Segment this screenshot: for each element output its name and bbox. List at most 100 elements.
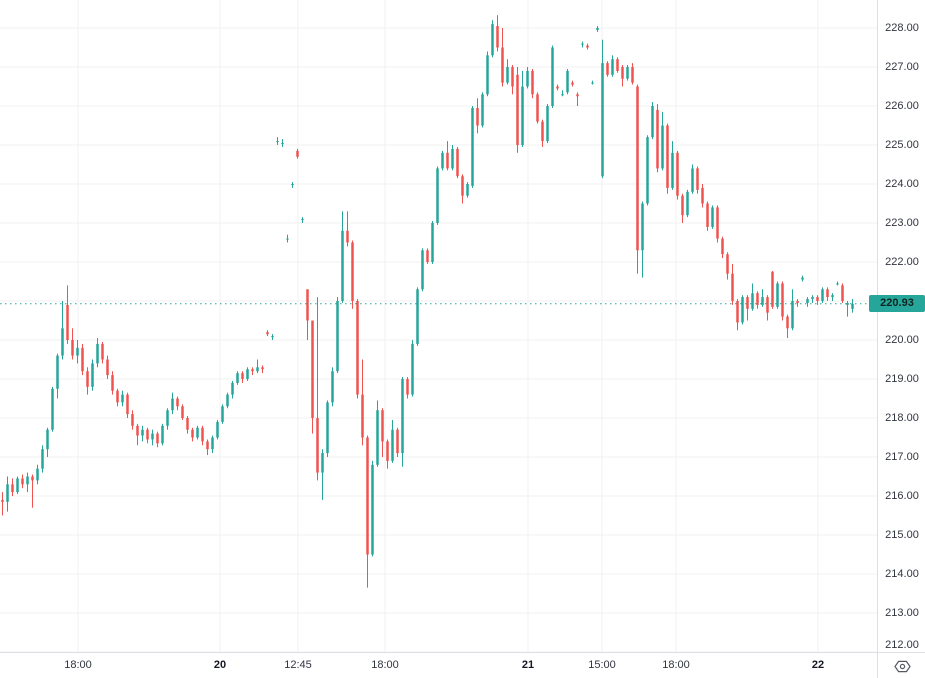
price-tick-label: 218.00	[885, 412, 919, 424]
candle-body	[826, 289, 829, 298]
candle-body	[451, 148, 454, 169]
gear-icon	[893, 660, 911, 672]
candle-body	[406, 379, 409, 395]
price-tick-label: 216.00	[885, 490, 919, 502]
candle-body	[731, 273, 734, 301]
candle-wick	[2, 492, 3, 516]
candle-wick	[562, 90, 563, 97]
candle-body	[821, 289, 824, 301]
candle-wick	[847, 301, 848, 317]
candle-body	[586, 45, 589, 48]
candle-body	[696, 168, 699, 190]
price-tick-label: 227.00	[885, 61, 919, 73]
candle-body	[41, 449, 44, 469]
candle-body	[96, 343, 99, 364]
candle-body	[556, 86, 559, 89]
candle-body	[481, 94, 484, 126]
candle-body	[691, 168, 694, 192]
price-tick-label: 213.00	[885, 607, 919, 619]
candle-body	[836, 283, 839, 285]
candle-body	[606, 63, 609, 75]
candle-body	[476, 107, 479, 126]
candle-body	[86, 371, 89, 387]
candle-body	[796, 301, 799, 303]
chart-pane[interactable]	[0, 0, 877, 652]
candle-body	[221, 406, 224, 422]
candle-body	[371, 464, 374, 555]
candle-body	[236, 373, 239, 383]
candle-body	[771, 271, 774, 307]
candle-body	[296, 150, 299, 157]
candle-body	[416, 289, 419, 344]
candle-body	[196, 427, 199, 438]
candle-body	[101, 343, 104, 360]
candle-body	[776, 283, 779, 307]
candle-body	[256, 367, 259, 372]
candle-body	[741, 297, 744, 323]
candle-body	[756, 293, 759, 305]
price-tick-label: 220.00	[885, 334, 919, 346]
candle-body	[156, 433, 159, 444]
candle-body	[341, 230, 344, 301]
candle-body	[706, 203, 709, 227]
candle-body	[26, 476, 29, 485]
candle-body	[331, 371, 334, 403]
candle-body	[351, 242, 354, 301]
candle-body	[166, 410, 169, 426]
price-tick-label: 215.00	[885, 529, 919, 541]
candle-body	[206, 441, 209, 450]
candle-body	[491, 24, 494, 56]
candle-body	[81, 347, 84, 372]
candle-body	[401, 379, 404, 454]
candle-wick	[317, 297, 318, 481]
candle-body	[441, 152, 444, 169]
candle-body	[781, 283, 784, 317]
candle-body	[656, 109, 659, 169]
candle-body	[716, 207, 719, 239]
candle-body	[71, 340, 74, 356]
candle-body	[596, 28, 599, 30]
candle-body	[31, 476, 34, 481]
candle-body	[346, 230, 349, 243]
price-axis[interactable]: 228.00 227.00 226.00 225.00 224.00 223.00 222.…	[877, 0, 925, 652]
candle-body	[211, 437, 214, 450]
candle-body	[241, 373, 244, 379]
candle-body	[601, 63, 604, 177]
candle-body	[686, 191, 689, 216]
candle-body	[571, 82, 574, 85]
candle-body	[581, 43, 584, 45]
candle-wick	[322, 449, 323, 500]
candle-body	[51, 388, 54, 430]
candle-body	[276, 141, 279, 143]
candle-body	[56, 355, 59, 389]
candle-body	[541, 121, 544, 142]
time-tick-label: 18:00	[64, 659, 92, 671]
candle-body	[411, 343, 414, 395]
candle-body	[141, 429, 144, 436]
price-tick-label: 212.00	[885, 639, 919, 651]
price-tick-label: 217.00	[885, 451, 919, 463]
candle-body	[461, 176, 464, 196]
candle-wick	[347, 211, 348, 247]
candle-body	[181, 406, 184, 418]
candle-body	[591, 82, 594, 84]
candle-body	[726, 254, 729, 274]
candle-body	[11, 484, 14, 493]
last-price-label: 220.93	[869, 295, 925, 313]
time-axis[interactable]: 18:00 20 12:45 18:00 21 15:00 18:00 22	[0, 652, 877, 678]
candle-body	[471, 107, 474, 186]
candle-body	[526, 70, 529, 87]
candle-body	[261, 367, 264, 370]
candle-body	[131, 414, 134, 426]
candle-body	[306, 289, 309, 321]
candle-body	[841, 285, 844, 301]
candle-body	[766, 297, 769, 313]
candle-body	[61, 328, 64, 356]
candle-body	[761, 297, 764, 305]
candle-body	[376, 410, 379, 465]
candle-body	[201, 427, 204, 442]
candle-wick	[282, 139, 283, 147]
candle-body	[791, 301, 794, 329]
scale-settings-button[interactable]	[893, 658, 911, 675]
candle-body	[661, 125, 664, 169]
